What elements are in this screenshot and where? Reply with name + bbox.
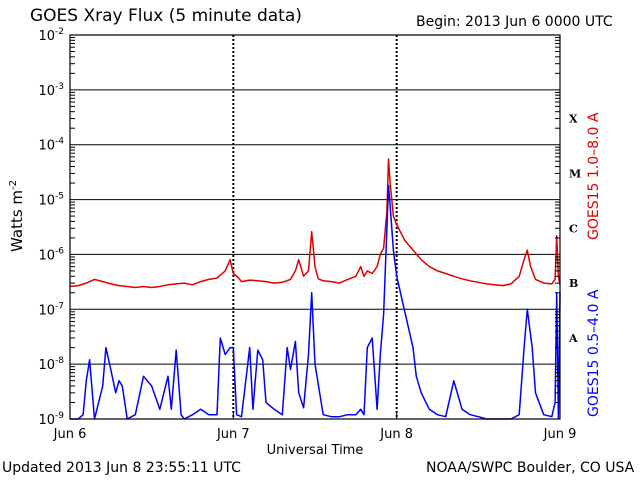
source-credit: NOAA/SWPC Boulder, CO USA — [426, 460, 635, 476]
legend-long-channel: GOES15 1.0–8.0 A — [586, 112, 602, 240]
x-axis-ticks: Jun 6 Jun 7 Jun 8 Jun 9 — [53, 413, 577, 442]
series-short-line — [70, 184, 561, 420]
y-axis-label: Watts m-2 — [8, 180, 26, 252]
y-tick-label: 10-6 — [38, 246, 64, 263]
y-tick-label: 10-3 — [38, 82, 64, 99]
flare-class-label: X — [569, 113, 578, 126]
y-axis-ticks: 10-9 10-8 10-7 10-6 10-5 10-4 10-3 10-2 — [38, 27, 560, 428]
x-tick-label: Jun 8 — [379, 427, 413, 442]
x-tick-label: Jun 7 — [216, 427, 250, 442]
chart-title: GOES Xray Flux (5 minute data) — [30, 6, 302, 26]
begin-date: Begin: 2013 Jun 6 0000 UTC — [416, 14, 613, 30]
y-tick-label: 10-2 — [38, 27, 64, 44]
flux-series — [69, 158, 561, 420]
legend-short-channel: GOES15 0.5–4.0 A — [586, 289, 602, 417]
series-long-line — [69, 158, 561, 289]
y-tick-label: 10-5 — [38, 192, 64, 209]
flare-class-label: A — [568, 332, 578, 345]
x-tick-label: Jun 9 — [543, 427, 577, 442]
y-tick-label: 10-8 — [38, 356, 64, 373]
plot-frame — [69, 34, 561, 420]
flare-class-label: M — [569, 167, 581, 180]
flare-class-labels: A B C M X — [568, 113, 581, 345]
updated-timestamp: Updated 2013 Jun 8 23:55:11 UTC — [2, 460, 241, 476]
flare-class-label: C — [569, 222, 578, 235]
y-tick-label: 10-4 — [38, 137, 64, 154]
x-axis-label: Universal Time — [267, 443, 364, 458]
y-tick-label: 10-9 — [38, 411, 64, 428]
flare-class-label: B — [569, 277, 578, 290]
x-tick-label: Jun 6 — [53, 427, 87, 442]
y-tick-label: 10-7 — [38, 301, 64, 318]
